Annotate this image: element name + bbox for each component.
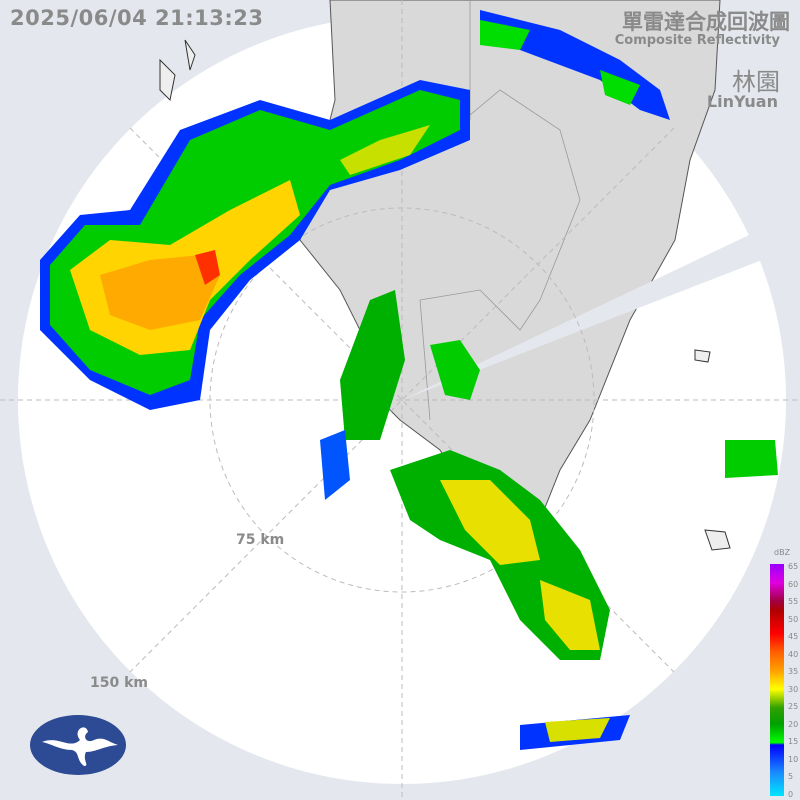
legend-tick: 35 — [788, 667, 799, 676]
legend-tick: 55 — [788, 597, 799, 606]
legend-unit: dBZ — [774, 548, 791, 557]
station-name-en: LinYuan — [706, 92, 778, 111]
cwa-logo — [30, 715, 126, 775]
legend-tick: 45 — [788, 632, 799, 641]
radar-echoes — [40, 10, 778, 750]
product-title-en: Composite Reflectivity — [614, 33, 780, 48]
blocked-sector — [402, 225, 775, 400]
legend-tick: 50 — [788, 615, 799, 624]
county-borders — [329, 0, 581, 421]
legend-tick: 40 — [788, 650, 799, 659]
legend-tick: 65 — [788, 562, 799, 571]
legend-tick: 20 — [788, 720, 799, 729]
legend-tick: 10 — [788, 755, 799, 764]
range-label-150km: 150 km — [90, 675, 148, 691]
legend-tick: 60 — [788, 580, 799, 589]
legend-tick: 25 — [788, 702, 799, 711]
product-title-zh: 單雷達合成回波圖 — [622, 10, 790, 34]
legend-tick: 0 — [788, 790, 794, 799]
penghu-islands — [159, 39, 196, 102]
legend-tick: 15 — [788, 737, 799, 746]
legend-tick: 30 — [788, 685, 799, 694]
legend-color-bar — [770, 564, 784, 796]
range-label-75km: 75 km — [236, 532, 285, 548]
station-name-zh: 林園 — [732, 68, 780, 96]
lanyu-island — [694, 349, 731, 551]
legend-tick: 5 — [788, 772, 794, 781]
timestamp: 2025/06/04 21:13:23 — [10, 6, 264, 30]
